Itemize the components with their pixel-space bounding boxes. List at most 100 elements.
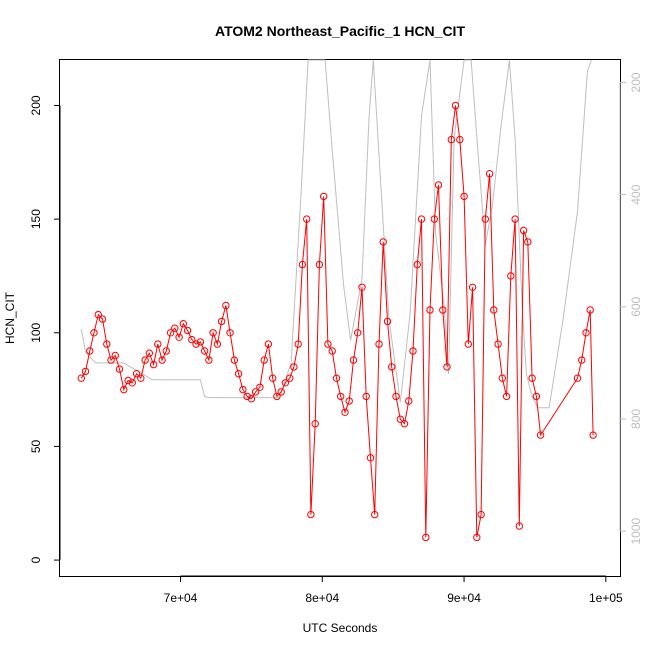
data-point [166,329,175,337]
data-point [426,306,434,314]
data-point [413,260,421,269]
data-point [337,392,345,401]
data-point [222,301,230,310]
data-point [528,374,536,382]
data-point [477,510,485,519]
data-point [294,340,302,348]
data-point [582,329,590,337]
data-point [422,533,430,542]
data-point [447,135,455,144]
data-point [578,356,586,364]
data-point [511,215,519,223]
data-point [481,215,489,223]
data-point [507,272,515,280]
data-point [589,431,597,439]
x-axis-label: UTC Seconds [303,621,378,635]
y2-tick-label: 800 [629,409,643,429]
data-point [498,374,506,382]
data-point [311,420,319,428]
data-point [456,135,464,144]
y-tick-label: 150 [29,209,43,229]
data-point [519,226,528,235]
data-point [98,315,107,323]
data-point [349,356,358,364]
y2-tick-label: 200 [629,72,643,92]
data-point [183,326,192,335]
data-point [430,215,438,223]
pressure-reference-layer [80,59,593,409]
data-point [86,347,94,355]
data-point [341,408,349,416]
data-point [362,392,370,401]
data-point [81,367,90,376]
y-axis: 0 50 100 150 200 [29,95,61,563]
data-point [375,340,383,348]
data-point [256,383,264,391]
data-point [251,388,260,396]
data-point [273,392,281,401]
data-point [315,260,324,269]
data-point [243,392,251,401]
data-point [388,363,396,371]
data-point [290,363,298,371]
data-point [417,215,426,223]
y-tick-label: 200 [29,95,43,115]
y2-axis: 200 400 600 800 1000 [619,72,643,544]
data-point [573,374,582,382]
data-point [141,356,149,364]
data-point [124,376,132,385]
data-point [303,215,311,223]
data-point [451,101,460,110]
data-point [200,347,209,355]
data-point [524,238,532,246]
data-point [281,379,290,387]
data-point [532,392,541,401]
data-point [502,392,511,401]
data-point [586,306,594,314]
y-axis-label: HCN_CIT [3,291,17,344]
data-point [90,329,98,337]
data-point [137,374,145,382]
data-point [103,340,111,348]
data-point [396,415,404,423]
x-tick-label: 8e+04 [305,591,339,605]
data-point [307,510,315,519]
data-point [111,351,120,360]
data-point [234,370,243,378]
chart-title: ATOM2 Northeast_Pacific_1 HCN_CIT [215,23,465,39]
data-point [400,420,409,428]
data-point [264,340,273,348]
data-point [188,335,196,344]
data-point [247,395,256,403]
data-point [490,306,498,314]
y-tick-label: 0 [29,556,43,563]
data-point [298,260,307,269]
data-point [286,374,294,382]
plot-frame [59,59,621,577]
x-tick-label: 9e+04 [447,591,481,605]
data-point [128,379,137,387]
data-point [260,356,268,364]
data-point [205,356,213,364]
data-point [213,340,222,348]
data-point [171,324,179,332]
data-point [473,533,481,542]
data-point [332,374,341,382]
data-point [145,349,154,357]
data-point [154,340,162,348]
data-point [120,385,128,394]
x-axis: 7e+04 8e+04 9e+04 1e+05 [164,575,623,605]
data-point [107,356,115,364]
data-point [196,338,205,346]
data-point [239,385,247,394]
data-point [175,333,183,341]
y2-tick-label: 400 [629,184,643,204]
data-point [345,397,353,405]
data-point [230,356,239,364]
data-point [192,340,200,348]
data-point [464,340,472,348]
data-point [179,320,188,328]
pressure-line [80,59,593,409]
y2-tick-label: 600 [629,296,643,316]
